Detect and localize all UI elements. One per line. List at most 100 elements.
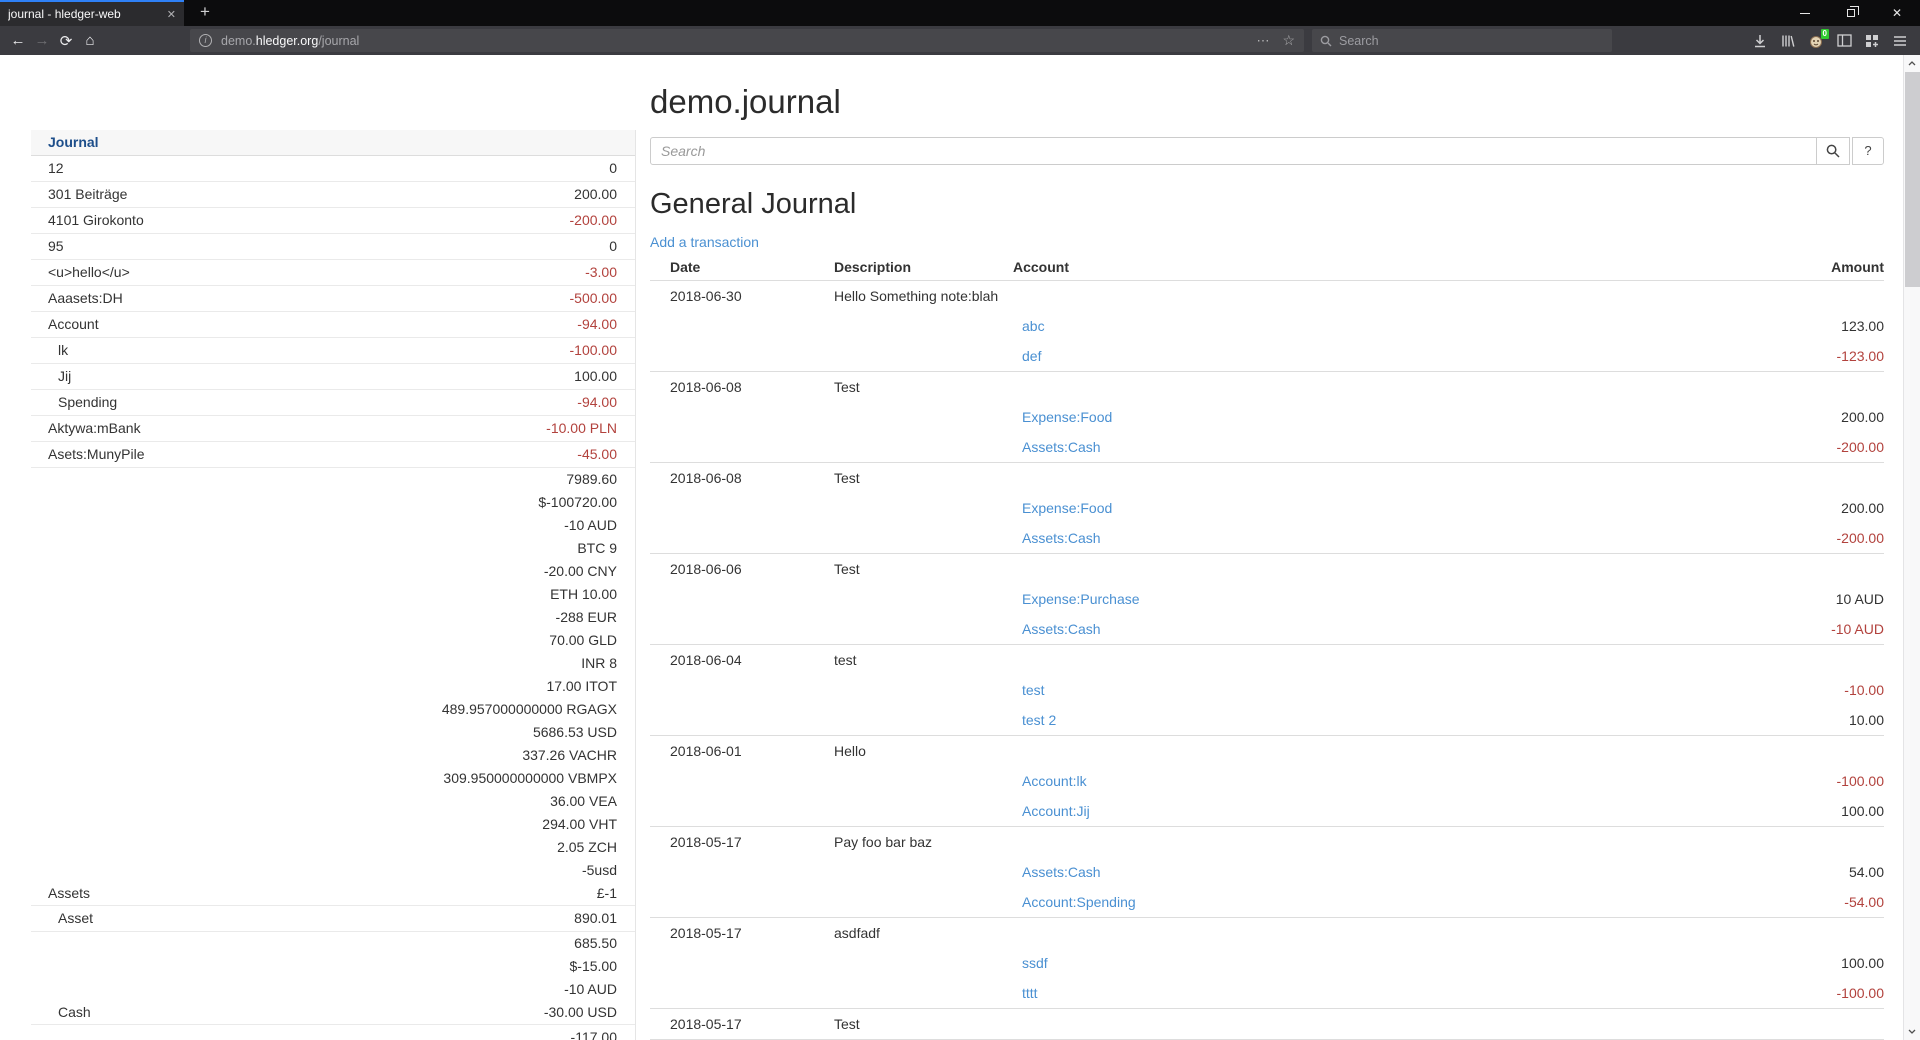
- scrollbar-thumb[interactable]: [1905, 72, 1920, 287]
- sidebar-balance-amount: 70.00 GLD: [549, 632, 617, 648]
- transaction-title-row[interactable]: 2018-06-01 Hello: [650, 736, 1884, 766]
- transaction-title-row[interactable]: 2018-06-08 Test: [650, 463, 1884, 493]
- minimize-icon: [1800, 12, 1810, 14]
- transaction-description: test: [834, 651, 857, 668]
- sidebar-account-name[interactable]: Account: [48, 316, 99, 332]
- scrollbar-up-icon[interactable]: [1904, 55, 1920, 72]
- posting-account-link[interactable]: test: [1022, 681, 1045, 698]
- posting-account-link[interactable]: Expense:Food: [1022, 499, 1113, 516]
- posting-amount: -200.00: [1836, 529, 1884, 546]
- posting-account-link[interactable]: Expense:Purchase: [1022, 590, 1140, 607]
- sidebar-account-balance: 890.01: [574, 906, 635, 931]
- search-input[interactable]: [650, 136, 1817, 165]
- home-icon[interactable]: ⌂: [85, 32, 95, 49]
- add-transaction-link[interactable]: Add a transaction: [650, 233, 759, 250]
- transaction: 2018-05-17 Pay foo bar baz Assets:Cash 54.0…: [650, 827, 1884, 918]
- sidebar-journal-link[interactable]: Journal: [31, 130, 635, 156]
- transaction-title-row[interactable]: 2018-06-06 Test: [650, 554, 1884, 584]
- new-tab-button[interactable]: +: [200, 2, 210, 21]
- sidebar-account-row: Account -94.00: [31, 312, 635, 338]
- sidebar-account-name[interactable]: Asets:MunyPile: [48, 446, 145, 462]
- posting-account-link[interactable]: Assets:Cash: [1022, 620, 1101, 637]
- posting-account-link[interactable]: ssdf: [1022, 954, 1048, 971]
- reload-icon[interactable]: ⟳: [59, 32, 73, 50]
- transaction-title-row[interactable]: 2018-06-30 Hello Something note:blah: [650, 281, 1884, 311]
- tab-close-icon[interactable]: ✕: [166, 8, 176, 21]
- sidebar-account-row: 95 0: [31, 234, 635, 260]
- sidebar-account-name[interactable]: lk: [58, 342, 69, 358]
- sidebar-account-name[interactable]: Jij: [58, 368, 72, 384]
- browser-toolbar: ← → ⟳ ⌂ i demo.hledger.org/journal ⋯ ☆ S…: [0, 26, 1920, 55]
- posting-account-link[interactable]: Assets:Cash: [1022, 438, 1101, 455]
- sidebar-account-name[interactable]: Assets: [48, 885, 91, 901]
- sidebar-balance-amount: 17.00 ITOT: [546, 678, 617, 694]
- sidebar-account-name[interactable]: <u>hello</u>: [48, 264, 130, 280]
- posting-account-link[interactable]: Account:Spending: [1022, 893, 1136, 910]
- search-form: ?: [650, 136, 1884, 165]
- help-button[interactable]: ?: [1852, 136, 1884, 165]
- sidebar-balance-amount: 309.950000000000 VBMPX: [443, 770, 617, 786]
- sidebar-account-row: Aaasets:DH -500.00: [31, 286, 635, 312]
- sidebar-account-balance: -94.00: [577, 390, 635, 415]
- posting-account-link[interactable]: Expense:Food: [1022, 408, 1113, 425]
- sidebar-toggle-icon[interactable]: [1830, 34, 1858, 47]
- sidebar-balance-amount: -10.00 PLN: [546, 420, 617, 436]
- page-scrollbar[interactable]: [1903, 55, 1920, 1040]
- page-actions-icon[interactable]: ⋯: [1256, 32, 1271, 48]
- forward-icon[interactable]: →: [34, 32, 50, 49]
- posting-account-link[interactable]: Assets:Cash: [1022, 863, 1101, 880]
- posting-account-link[interactable]: Account:Jij: [1022, 802, 1090, 819]
- sidebar-account-name[interactable]: Cash: [58, 1004, 91, 1020]
- sidebar-account-name[interactable]: Aaasets:DH: [48, 290, 123, 306]
- posting-row: Account:Spending -54.00: [650, 887, 1884, 917]
- sidebar-account-name[interactable]: 95: [48, 238, 64, 254]
- back-icon[interactable]: ←: [10, 32, 26, 49]
- sidebar-account-name[interactable]: Spending: [58, 394, 118, 410]
- sidebar-account-name[interactable]: 301 Beiträge: [48, 186, 128, 202]
- tab-title: journal - hledger-web: [8, 7, 121, 21]
- posting-account-link[interactable]: Account:lk: [1022, 772, 1087, 789]
- transaction-title-row[interactable]: 2018-06-04 test: [650, 645, 1884, 675]
- sidebar-account-name[interactable]: 12: [48, 160, 64, 176]
- window-restore-button[interactable]: [1828, 0, 1874, 26]
- search-button[interactable]: [1816, 136, 1850, 165]
- download-icon[interactable]: [1746, 34, 1774, 48]
- sidebar-account-name[interactable]: 4101 Girokonto: [48, 212, 144, 228]
- posting-amount: 100.00: [1841, 954, 1884, 971]
- transaction-title-row[interactable]: 2018-05-17 Test: [650, 1009, 1884, 1039]
- sidebar-account-balance: 7989.60 $-100720.00 -10 AUD BTC 9 -20.00 CNY…: [442, 468, 635, 905]
- posting-account-link[interactable]: abc: [1022, 317, 1045, 334]
- sidebar-account-row: 12 0: [31, 156, 635, 182]
- scrollbar-down-icon[interactable]: [1904, 1023, 1920, 1040]
- posting-account-link[interactable]: tttt: [1022, 984, 1038, 1001]
- sidebar-account-name[interactable]: Asset: [58, 910, 94, 926]
- url-subdomain: demo.: [221, 33, 256, 48]
- library-icon[interactable]: [1774, 34, 1802, 48]
- sidebar-account-row: Aktywa:mBank -10.00 PLN: [31, 416, 635, 442]
- extension-icon[interactable]: 0: [1802, 28, 1830, 49]
- posting-account-link[interactable]: Assets:Cash: [1022, 529, 1101, 546]
- transaction-date: 2018-06-30: [670, 287, 742, 304]
- window-close-button[interactable]: ✕: [1891, 6, 1903, 20]
- window-minimize-button[interactable]: [1782, 0, 1828, 26]
- site-info-icon[interactable]: i: [199, 34, 212, 47]
- bookmark-star-icon[interactable]: ☆: [1282, 32, 1295, 48]
- transaction-title-row[interactable]: 2018-05-17 Pay foo bar baz: [650, 827, 1884, 857]
- transaction-title-row[interactable]: 2018-05-17 asdfadf: [650, 918, 1884, 948]
- browser-tab[interactable]: journal - hledger-web ✕: [0, 0, 184, 26]
- toolbar-search-box[interactable]: Search: [1312, 29, 1612, 52]
- sidebar-balance-amount: -3.00: [585, 264, 617, 280]
- transaction-title-row[interactable]: 2018-06-08 Test: [650, 372, 1884, 402]
- sidebar-account-balance: 0: [609, 156, 635, 181]
- journal-table-header: Date Description Account Amount: [650, 255, 1884, 281]
- sidebar-account-row: Spending -94.00: [31, 390, 635, 416]
- sidebar-balance-amount: -10 AUD: [564, 981, 617, 997]
- sidebar-account-name[interactable]: Aktywa:mBank: [48, 420, 141, 436]
- transaction-date: 2018-05-17: [670, 1015, 742, 1032]
- sidebar-balance-amount: -100.00: [569, 342, 617, 358]
- posting-account-link[interactable]: def: [1022, 347, 1042, 364]
- posting-account-link[interactable]: test 2: [1022, 711, 1057, 728]
- grid-add-icon[interactable]: [1858, 34, 1886, 48]
- menu-icon[interactable]: [1886, 35, 1914, 47]
- url-bar[interactable]: i demo.hledger.org/journal ⋯ ☆: [190, 29, 1304, 52]
